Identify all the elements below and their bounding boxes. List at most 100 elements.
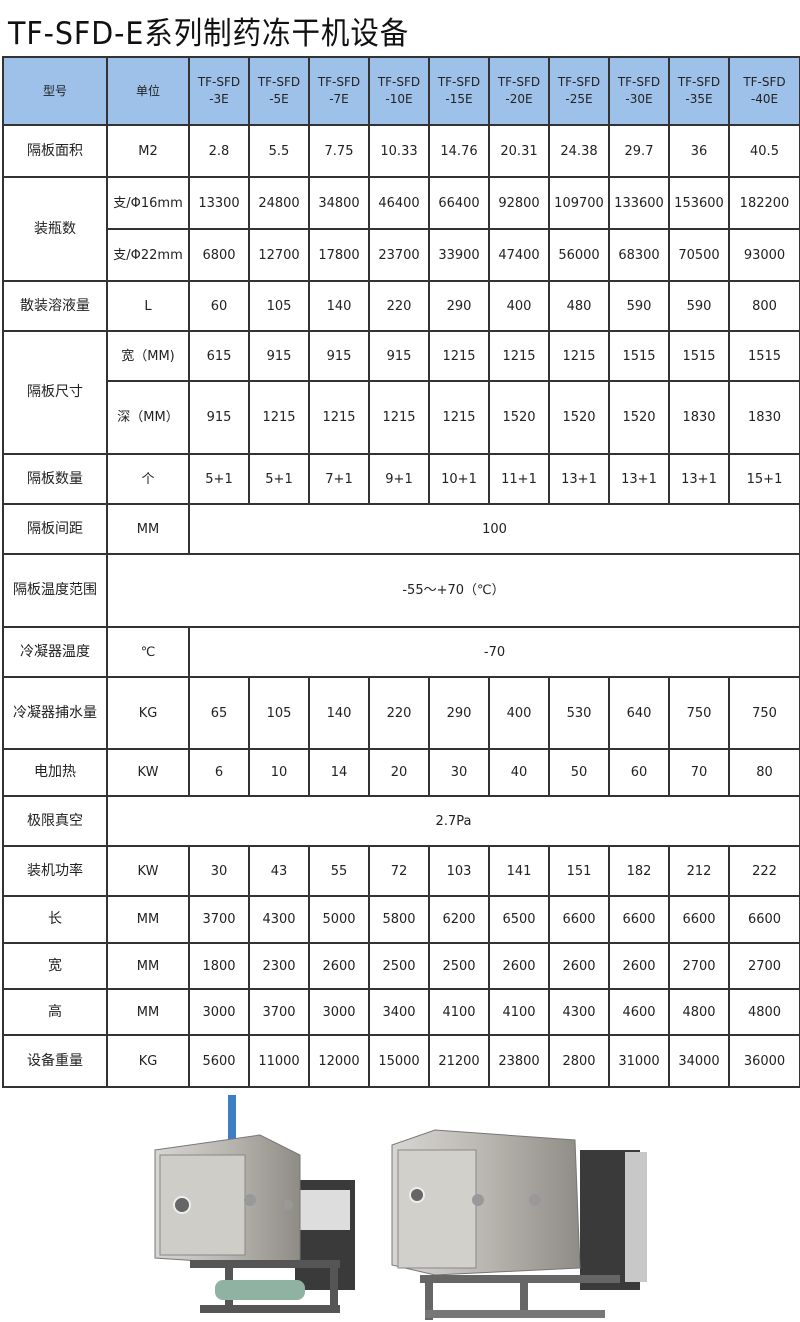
row-value: 6600 xyxy=(668,895,730,944)
row-label: 极限真空 xyxy=(2,795,108,847)
table-row: 宽 MM 1800 2300 2600 2500 2500 2600 2600 2600 2700 2… xyxy=(2,942,800,990)
table-row: 设备重量 KG 5600 11000 12000 15000 21200 23800 2800 3… xyxy=(2,1034,800,1088)
row-value: 182200 xyxy=(728,176,800,230)
row-value: 4800 xyxy=(728,988,800,1036)
row-value: 2300 xyxy=(248,942,310,990)
row-value: 6 xyxy=(188,748,250,797)
row-value: 11+1 xyxy=(488,453,550,505)
row-label: 高 xyxy=(2,988,108,1036)
row-value: 640 xyxy=(608,676,670,750)
row-value: 5800 xyxy=(368,895,430,944)
row-unit: KW xyxy=(106,845,190,897)
header-model-8: TF-SFD -35E xyxy=(668,56,730,126)
table-row: 冷凝器捕水量 KG 65 105 140 220 290 400 530 640 750 750 xyxy=(2,676,800,750)
header-model-6: TF-SFD -25E xyxy=(548,56,610,126)
header-row: 型号 单位 TF-SFD -3E TF-SFD -5E TF-SFD -7E TF-SFD -… xyxy=(2,56,800,126)
table-row: 深（MM） 915 1215 1215 1215 1215 1520 1520 1520 1830… xyxy=(3,380,800,455)
row-value: 3700 xyxy=(248,988,310,1036)
row-value: 47400 xyxy=(488,228,550,282)
row-label: 隔板尺寸 xyxy=(2,330,108,455)
row-value: 70 xyxy=(668,748,730,797)
row-value: 2700 xyxy=(668,942,730,990)
row-unit: KG xyxy=(106,676,190,750)
row-value: 20 xyxy=(368,748,430,797)
row-value: 915 xyxy=(188,380,250,455)
row-value: 5000 xyxy=(308,895,370,944)
row-label: 宽 xyxy=(2,942,108,990)
row-label: 隔板数量 xyxy=(2,453,108,505)
row-value: 2500 xyxy=(368,942,430,990)
row-value: 24800 xyxy=(248,176,310,230)
header-model-5: TF-SFD -20E xyxy=(488,56,550,126)
row-value: 915 xyxy=(308,330,370,382)
row-label: 散装溶液量 xyxy=(2,280,108,332)
row-unit: 支/Φ22mm xyxy=(106,228,190,282)
row-unit: KW xyxy=(106,748,190,797)
header-model-7: TF-SFD -30E xyxy=(608,56,670,126)
row-label: 隔板面积 xyxy=(2,124,108,178)
model-name-part: TF-SFD xyxy=(257,75,301,89)
table-row: 装瓶数 支/Φ16mm 13300 24800 34800 46400 66400 92800… xyxy=(2,176,800,282)
model-name-part: TF-SFD xyxy=(617,75,661,89)
row-value: 109700 xyxy=(548,176,610,230)
model-name-part: TF-SFD xyxy=(317,75,361,89)
row-value: 1830 xyxy=(728,380,800,455)
row-value: 31000 xyxy=(608,1034,670,1088)
row-value: 153600 xyxy=(668,176,730,230)
row-value: 4800 xyxy=(668,988,730,1036)
row-value: 12000 xyxy=(308,1034,370,1088)
row-value: 1520 xyxy=(488,380,550,455)
row-value: 7+1 xyxy=(308,453,370,505)
table-row: 隔板尺寸 宽（MM) 615 915 915 915 1215 1215 1215 1515 151… xyxy=(2,330,800,455)
row-label: 冷凝器捕水量 xyxy=(2,676,108,750)
page-title: TF-SFD-E系列制药冻干机设备 xyxy=(8,16,410,52)
row-value: 13300 xyxy=(188,176,250,230)
model-name-part: TF-SFD xyxy=(677,75,721,89)
model-name-part: -25E xyxy=(565,92,593,106)
row-value: 105 xyxy=(248,280,310,332)
row-value: 50 xyxy=(548,748,610,797)
row-value: 1215 xyxy=(548,330,610,382)
row-unit: MM xyxy=(106,988,190,1036)
row-value: 23800 xyxy=(488,1034,550,1088)
table-row: 高 MM 3000 3700 3000 3400 4100 4100 4300 4600 4800 4… xyxy=(2,988,800,1036)
header-unit: 单位 xyxy=(106,56,190,126)
table-row: 支/Φ22mm 6800 12700 17800 23700 33900 47400 5600… xyxy=(3,228,800,282)
row-value: 2.8 xyxy=(188,124,250,178)
row-merged-value: 100 xyxy=(188,503,800,555)
row-value: 915 xyxy=(368,330,430,382)
row-value: 141 xyxy=(488,845,550,897)
row-value: 4300 xyxy=(548,988,610,1036)
row-value: 55 xyxy=(308,845,370,897)
row-value: 34800 xyxy=(308,176,370,230)
row-value: 800 xyxy=(728,280,800,332)
row-value: 17800 xyxy=(308,228,370,282)
model-name-part: TF-SFD xyxy=(743,75,786,89)
row-value: 43 xyxy=(248,845,310,897)
header-model-1: TF-SFD -5E xyxy=(248,56,310,126)
row-value: 5+1 xyxy=(248,453,310,505)
row-label: 电加热 xyxy=(2,748,108,797)
row-value: 1215 xyxy=(248,380,310,455)
row-value: 2700 xyxy=(728,942,800,990)
freeze-dryer-photos xyxy=(154,1095,647,1320)
row-value: 3000 xyxy=(308,988,370,1036)
row-value: 80 xyxy=(728,748,800,797)
model-name-part: TF-SFD xyxy=(557,75,601,89)
row-value: 10 xyxy=(248,748,310,797)
row-value: 15000 xyxy=(368,1034,430,1088)
row-value: 36000 xyxy=(728,1034,800,1088)
row-value: 9+1 xyxy=(368,453,430,505)
table-row: 隔板间距 MM 100 xyxy=(2,503,800,555)
model-name-part: TF-SFD xyxy=(377,75,421,89)
row-value: 222 xyxy=(728,845,800,897)
row-label: 冷凝器温度 xyxy=(2,626,108,678)
table-row: 隔板面积 M2 2.8 5.5 7.75 10.33 14.76 20.31 24.38 29.7… xyxy=(2,124,800,178)
row-value: 1520 xyxy=(548,380,610,455)
row-value: 400 xyxy=(488,280,550,332)
row-value: 6600 xyxy=(608,895,670,944)
row-value: 1515 xyxy=(728,330,800,382)
row-unit: ℃ xyxy=(106,626,190,678)
header-model-4: TF-SFD -15E xyxy=(428,56,490,126)
row-value: 10+1 xyxy=(428,453,490,505)
